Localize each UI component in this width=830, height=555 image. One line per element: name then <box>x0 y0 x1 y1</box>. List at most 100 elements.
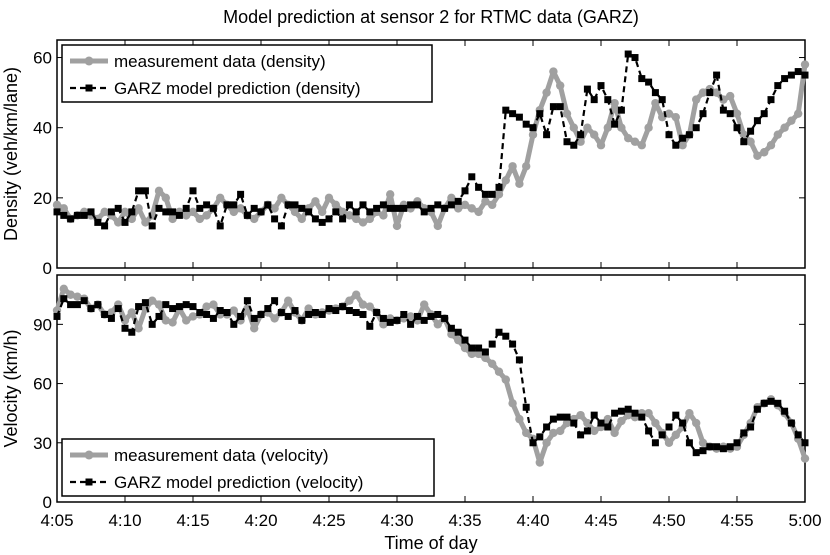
model-data-point <box>311 215 319 223</box>
model-data-point <box>80 297 88 305</box>
model-data-point <box>434 310 442 318</box>
model-data-point <box>386 318 394 326</box>
model-data-point <box>617 407 625 415</box>
model-data-point <box>760 110 768 118</box>
legend-entry-label: measurement data (velocity) <box>114 446 328 465</box>
measurement-data-point <box>678 141 687 150</box>
measurement-data-point <box>154 300 164 309</box>
measurement-data-point <box>576 410 585 420</box>
model-data-point <box>590 96 598 104</box>
model-data-point <box>135 187 143 195</box>
measurement-data-point <box>664 109 674 118</box>
measurement-data-point <box>549 67 558 76</box>
measurement-data-point <box>562 418 572 428</box>
model-data-point <box>515 113 523 121</box>
model-data-point <box>495 183 503 191</box>
measurement-data-point <box>161 316 170 325</box>
model-data-point <box>699 447 707 455</box>
measurement-data-point <box>596 141 606 150</box>
model-data-point <box>488 190 496 198</box>
model-data-point <box>175 303 183 311</box>
model-data-point <box>461 187 469 195</box>
model-data-point <box>481 190 489 198</box>
measurement-data-point <box>583 123 592 132</box>
model-data-point <box>209 314 217 322</box>
model-data-point <box>590 411 598 419</box>
measurement-data-point <box>290 207 300 217</box>
measurement-data-point <box>773 130 782 139</box>
model-data-point <box>434 201 442 209</box>
model-data-point <box>611 120 619 128</box>
legend-measurement-marker <box>84 450 94 460</box>
model-data-point <box>651 89 659 97</box>
model-data-point <box>767 96 775 104</box>
model-data-point <box>393 204 401 212</box>
model-data-point <box>679 134 687 142</box>
measurement-data-point <box>494 367 504 376</box>
measurement-data-point <box>787 116 796 125</box>
model-data-point <box>264 201 272 209</box>
model-data-point <box>651 439 659 447</box>
model-data-point <box>345 201 353 209</box>
model-data-point <box>801 71 809 79</box>
model-data-point <box>774 82 782 90</box>
model-data-point <box>740 429 748 437</box>
measurement-data-point <box>685 408 694 418</box>
model-data-point <box>386 204 394 212</box>
measurement-data-point <box>250 324 259 333</box>
measurement-data-point <box>590 130 599 139</box>
legend-entry-label: measurement data (density) <box>114 52 326 71</box>
model-data-point <box>400 204 408 212</box>
measurement-data-point <box>134 204 143 213</box>
model-data-point <box>80 211 88 219</box>
measurement-data-point <box>284 296 293 305</box>
measurement-data-point <box>195 214 204 224</box>
model-data-point <box>427 312 435 320</box>
model-data-point <box>121 218 129 226</box>
model-data-point <box>781 75 789 83</box>
model-data-point <box>332 307 340 315</box>
measurement-data-point <box>433 221 442 231</box>
legend-model-marker <box>85 84 93 92</box>
legend-entry-label: GARZ model prediction (velocity) <box>114 473 363 492</box>
model-data-point <box>230 201 238 209</box>
measurement-data-point <box>161 193 170 203</box>
model-data-point <box>114 305 122 313</box>
model-data-point <box>318 310 326 318</box>
model-data-point <box>169 208 177 216</box>
model-data-point <box>529 439 537 447</box>
model-data-point <box>719 106 727 114</box>
y-tick-label: 0 <box>43 259 52 278</box>
model-data-point <box>787 71 795 79</box>
model-data-point <box>373 309 381 317</box>
measurement-data-point <box>474 207 483 217</box>
model-data-point <box>617 106 625 114</box>
model-data-point <box>237 312 245 320</box>
measurement-data-point <box>583 418 592 428</box>
model-data-point <box>230 320 238 328</box>
x-axis-label: Time of day <box>384 533 477 553</box>
model-data-point <box>379 201 387 209</box>
model-data-point <box>685 439 693 447</box>
model-data-point <box>277 309 285 317</box>
x-tick-label: 4:40 <box>516 511 549 530</box>
model-data-point <box>366 322 374 330</box>
model-data-point <box>549 415 557 423</box>
model-data-point <box>468 173 476 181</box>
measurement-data-point <box>671 112 680 122</box>
measurement-data-point <box>753 151 762 160</box>
model-data-point <box>250 314 258 322</box>
measurement-data-point <box>624 410 633 420</box>
model-data-point <box>509 110 517 118</box>
model-data-point <box>536 110 544 118</box>
model-data-point <box>87 208 95 216</box>
model-data-point <box>87 305 95 313</box>
x-tick-label: 4:15 <box>176 511 209 530</box>
model-data-point <box>495 328 503 336</box>
model-data-point <box>413 201 421 209</box>
model-data-point <box>692 449 700 457</box>
measurement-data-point <box>447 330 456 339</box>
model-data-point <box>733 124 741 132</box>
measurement-data-point <box>127 308 136 317</box>
